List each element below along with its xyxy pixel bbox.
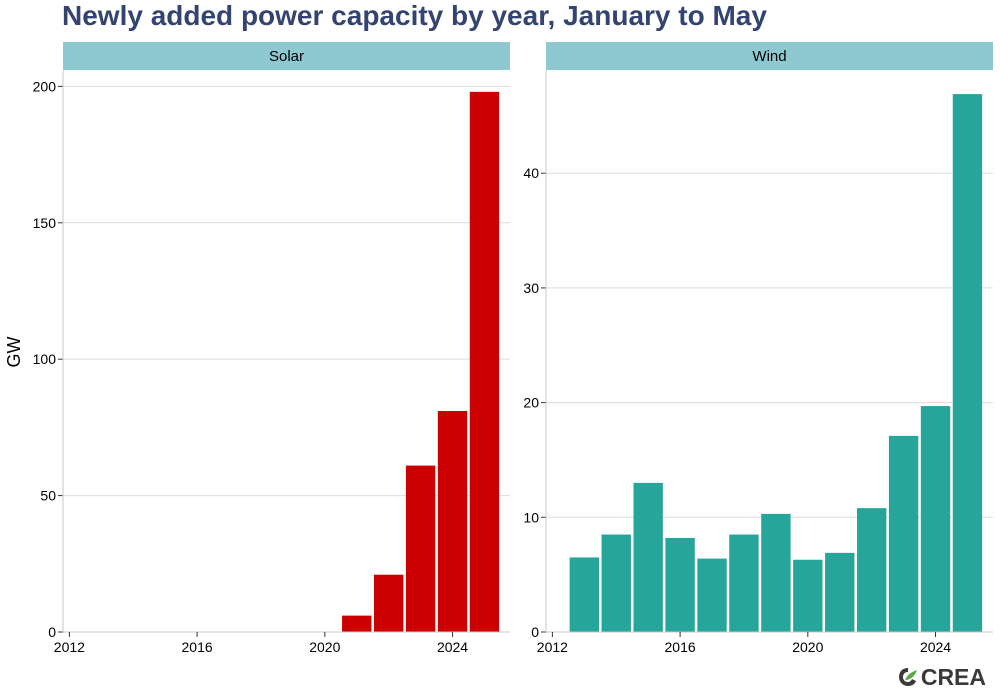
- wind-bar: [569, 557, 600, 632]
- wind-bar: [920, 406, 951, 632]
- wind-bar: [601, 534, 631, 632]
- wind-x-tick-label: 2020: [792, 639, 823, 655]
- solar-y-tick-label: 200: [33, 78, 57, 94]
- wind-bar: [856, 508, 887, 632]
- solar-x-tick-label: 2024: [437, 639, 468, 655]
- wind-bar: [761, 513, 791, 632]
- wind-y-tick-label: 20: [523, 395, 539, 411]
- wind-y-tick-label: 30: [523, 280, 539, 296]
- wind-bar: [665, 537, 695, 632]
- wind-y-tick-label: 40: [523, 165, 539, 181]
- solar-y-tick-label: 50: [40, 488, 56, 504]
- solar-x-tick-label: 2012: [54, 639, 85, 655]
- wind-x-tick-label: 2016: [665, 639, 696, 655]
- wind-strip-label: Wind: [752, 48, 786, 65]
- crea-logo: CREA: [897, 664, 986, 690]
- wind-x-tick-label: 2024: [920, 639, 951, 655]
- solar-y-tick-label: 0: [48, 624, 56, 640]
- solar-bar: [469, 91, 500, 632]
- wind-bar: [952, 94, 983, 633]
- solar-panel: Solar 0 50 100 150 200 2012 2016 2020 2024: [33, 42, 510, 655]
- solar-bar: [342, 615, 372, 632]
- wind-bar: [729, 534, 759, 632]
- wind-y-tick-label: 10: [523, 509, 539, 525]
- solar-x-tick-label: 2020: [309, 639, 340, 655]
- wind-bar: [793, 559, 823, 632]
- y-axis-title: GW: [4, 336, 24, 367]
- wind-x-tick-label: 2012: [537, 639, 568, 655]
- wind-panel: Wind 0 10 20 30 40 2012 2016 2020 2024: [523, 42, 993, 655]
- chart-title: Newly added power capacity by year, Janu…: [62, 0, 767, 31]
- solar-x-tick-label: 2016: [182, 639, 213, 655]
- wind-bar: [888, 435, 919, 632]
- crea-leaf-icon: [898, 668, 917, 686]
- wind-bar: [697, 558, 727, 632]
- solar-strip: [63, 42, 510, 70]
- wind-bar: [633, 482, 663, 632]
- wind-bar: [825, 552, 855, 632]
- solar-y-tick-label: 100: [33, 351, 57, 367]
- solar-bar: [405, 465, 436, 632]
- solar-y-tick-label: 150: [33, 215, 57, 231]
- wind-strip: [546, 42, 993, 70]
- solar-bar: [437, 411, 468, 632]
- wind-y-tick-label: 0: [531, 624, 539, 640]
- solar-strip-label: Solar: [269, 48, 304, 65]
- crea-logo-text: CREA: [920, 663, 986, 690]
- solar-bar: [373, 574, 404, 632]
